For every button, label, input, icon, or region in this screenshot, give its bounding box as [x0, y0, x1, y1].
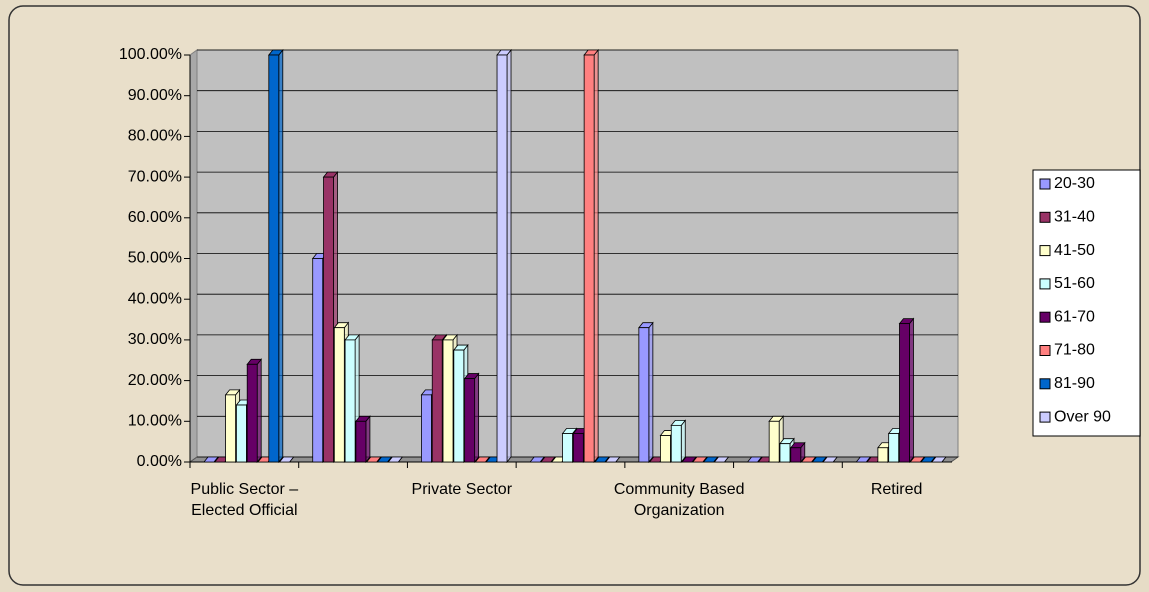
legend-swatch	[1039, 411, 1051, 423]
bar	[246, 363, 258, 463]
bar-top	[811, 456, 828, 463]
bar-top	[920, 456, 936, 463]
bar	[431, 339, 443, 463]
legend	[1032, 169, 1141, 437]
x-tick-label: Private Sector	[411, 481, 513, 498]
y-tick-label: 10.00%	[128, 413, 182, 430]
bar	[562, 433, 573, 463]
bar	[768, 420, 780, 463]
legend-label: 41-50	[1054, 242, 1095, 259]
bar-top	[376, 456, 393, 463]
side-wall	[189, 49, 198, 463]
bar	[660, 435, 671, 463]
bar-top	[365, 456, 382, 463]
bar	[790, 447, 802, 463]
y-tick-label: 80.00%	[128, 128, 182, 145]
legend-swatch	[1039, 378, 1051, 390]
legend-swatch	[1039, 278, 1051, 290]
bar	[235, 404, 247, 463]
bar-top	[713, 456, 730, 463]
bar-top	[387, 456, 404, 463]
bar-top	[931, 456, 947, 463]
bar-side	[593, 48, 599, 464]
x-tick-label: Retired	[870, 481, 923, 498]
bar-top	[529, 456, 545, 463]
bar	[877, 447, 889, 463]
bar	[225, 394, 237, 463]
bar-top	[681, 456, 697, 463]
bar-top	[604, 456, 621, 463]
y-tick-label: 30.00%	[128, 331, 182, 348]
y-tick-label: 60.00%	[128, 209, 182, 226]
bar	[779, 443, 791, 463]
x-tick-label: Community Based Organization	[613, 481, 745, 519]
bar	[453, 349, 465, 463]
legend-label: 81-90	[1054, 375, 1095, 392]
bar	[312, 258, 324, 463]
bar-top	[203, 456, 219, 463]
bar	[572, 433, 584, 463]
bar	[333, 327, 345, 463]
legend-swatch	[1039, 245, 1051, 257]
x-tick-label: Public Sector –Elected Official	[190, 481, 299, 519]
bar	[355, 420, 367, 463]
bar-top	[702, 456, 719, 463]
bar-side	[506, 48, 512, 464]
bar-top	[800, 456, 817, 463]
legend-swatch	[1039, 345, 1051, 356]
bar	[899, 323, 910, 463]
legend-label: 31-40	[1054, 209, 1095, 226]
legend-label: Over 90	[1054, 408, 1111, 425]
legend-swatch	[1039, 211, 1051, 223]
bar	[442, 339, 454, 463]
y-tick-label: 0.00%	[137, 453, 182, 470]
y-tick-label: 40.00%	[128, 290, 182, 307]
y-tick-label: 50.00%	[128, 250, 182, 267]
bar-top	[692, 456, 708, 463]
bar	[583, 54, 595, 463]
y-tick-label: 90.00%	[128, 87, 182, 104]
y-tick-label: 70.00%	[128, 168, 182, 185]
bar-top	[855, 456, 872, 463]
bar	[670, 424, 682, 463]
legend-label: 71-80	[1054, 342, 1095, 359]
bar-top	[909, 456, 926, 463]
bar-top	[746, 456, 763, 463]
bar	[464, 378, 476, 463]
bar	[323, 176, 334, 463]
bar-side	[365, 415, 371, 464]
bar	[638, 327, 650, 463]
bar-side	[909, 317, 914, 464]
bar	[888, 433, 900, 463]
bar-top	[822, 456, 839, 463]
bar-top	[278, 456, 295, 463]
legend-label: 61-70	[1054, 308, 1095, 325]
bar	[344, 339, 356, 463]
bar-top	[474, 456, 491, 463]
bar-side	[256, 358, 262, 464]
y-tick-label: 100.00%	[119, 46, 182, 63]
bar	[268, 54, 280, 463]
bar-top	[540, 456, 556, 463]
legend-label: 51-60	[1054, 275, 1095, 292]
bar	[421, 394, 432, 463]
y-tick-label: 20.00%	[128, 372, 182, 389]
legend-swatch	[1039, 311, 1051, 323]
legend-label: 20-30	[1054, 175, 1095, 192]
bar-side	[474, 372, 480, 464]
bar	[496, 54, 508, 463]
bar-top	[594, 456, 610, 463]
bar-side	[680, 419, 686, 464]
bar-side	[648, 321, 654, 464]
bar-side	[278, 48, 284, 464]
legend-swatch	[1039, 178, 1051, 190]
